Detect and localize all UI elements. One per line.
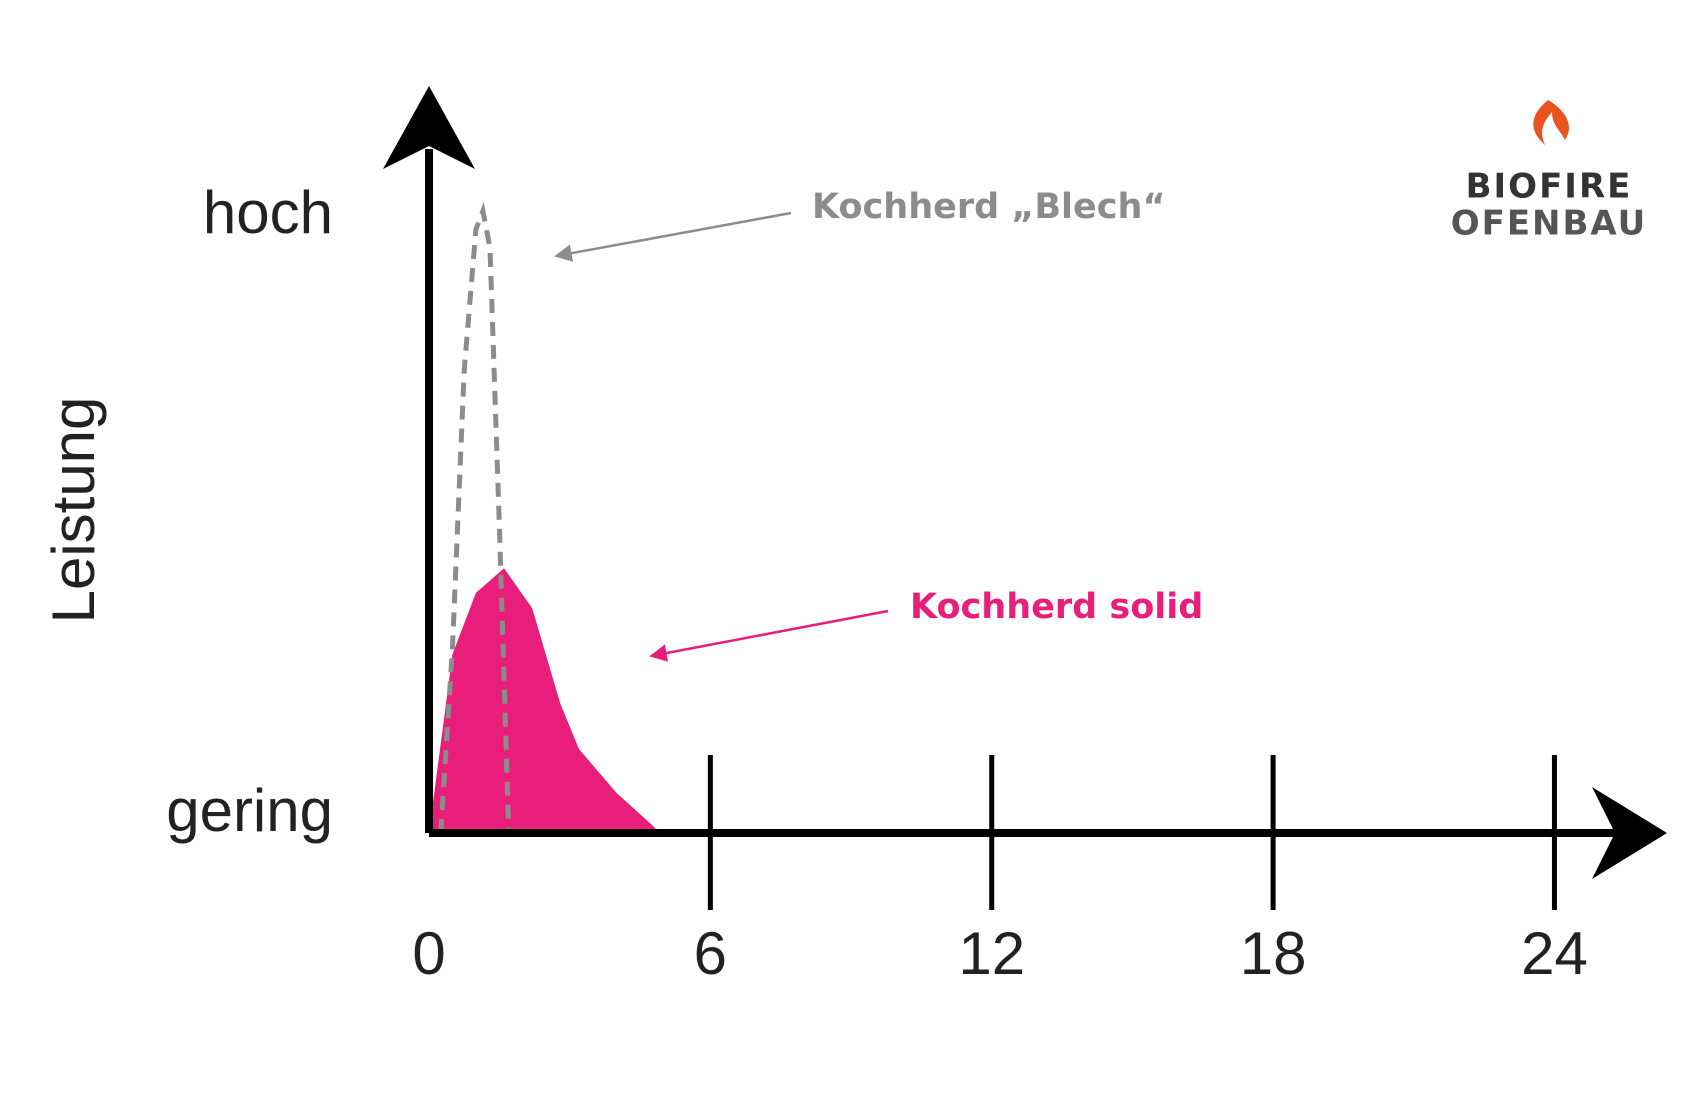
logo-line1: BIOFIRE [1466, 167, 1633, 207]
x-tick-label: 12 [958, 920, 1025, 987]
x-tick-label: 18 [1240, 920, 1307, 987]
line [438, 201, 512, 834]
annotation-arrow [649, 609, 889, 662]
annotation: Kochherd solid [910, 587, 1203, 627]
y-axis-label: Leistung [40, 397, 107, 624]
annotation: Kochherd „Blech“ [812, 187, 1165, 227]
y-tick-label: gering [166, 777, 333, 844]
x-tick-label: 0 [412, 920, 445, 987]
x-tick-label: 6 [694, 920, 727, 987]
logo-flame [1533, 100, 1569, 145]
x-axis-arrow [1592, 787, 1667, 879]
y-axis-arrow [383, 86, 475, 169]
x-tick-label: 24 [1521, 920, 1588, 987]
plot-area: 0 6 12 18 24 gering hoch Kochherd „Blech“ Kochhe… [166, 86, 1667, 987]
area [429, 568, 659, 833]
logo-line2: OFENBAU [1451, 204, 1648, 244]
y-tick-label: hoch [203, 179, 333, 246]
annotation-arrow [554, 211, 792, 262]
